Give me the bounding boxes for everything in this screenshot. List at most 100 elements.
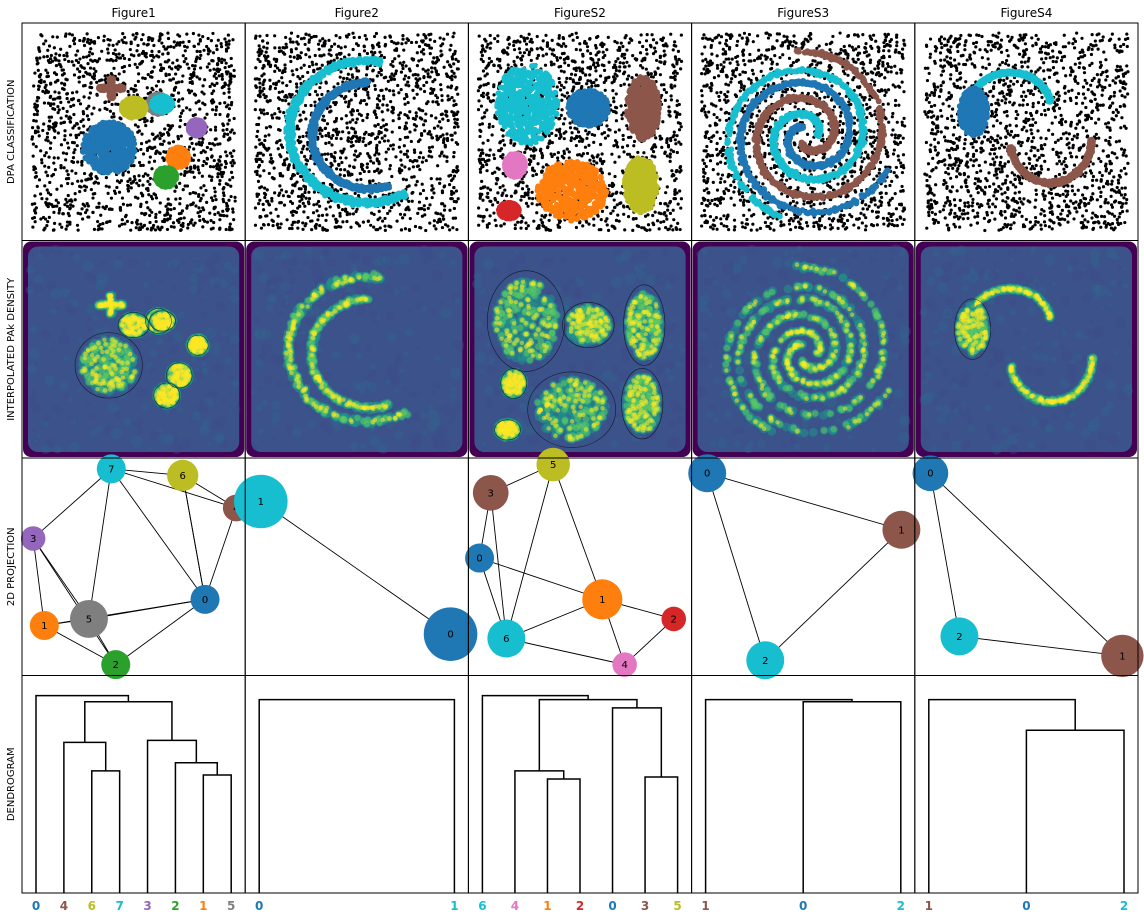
noise-point: [226, 33, 231, 37]
noise-point: [78, 190, 82, 194]
noise-point: [158, 136, 162, 141]
noise-point: [218, 227, 222, 231]
noise-point: [43, 91, 47, 95]
noise-point: [192, 147, 196, 151]
noise-point: [129, 163, 134, 168]
noise-point: [167, 141, 171, 145]
noise-point: [95, 60, 99, 64]
noise-point: [85, 32, 89, 36]
noise-point: [202, 92, 206, 96]
noise-point: [185, 184, 190, 188]
noise-point: [150, 210, 154, 214]
cluster-point: [104, 165, 111, 172]
noise-point: [72, 103, 76, 107]
noise-point: [209, 196, 214, 200]
noise-point: [193, 221, 197, 225]
noise-point: [56, 78, 60, 82]
noise-point: [174, 43, 178, 47]
noise-point: [175, 218, 180, 222]
noise-point: [176, 137, 181, 141]
noise-point: [188, 137, 192, 141]
noise-point: [197, 192, 201, 197]
noise-point: [87, 54, 91, 58]
noise-point: [171, 140, 176, 144]
noise-point: [86, 37, 90, 42]
noise-point: [216, 38, 220, 42]
noise-point: [31, 142, 36, 146]
noise-point: [196, 211, 200, 215]
noise-point: [208, 141, 212, 146]
noise-point: [80, 207, 84, 211]
noise-point: [192, 67, 197, 71]
noise-point: [218, 68, 222, 72]
noise-point: [218, 155, 222, 159]
noise-point: [222, 58, 227, 62]
noise-point: [165, 227, 170, 232]
noise-point: [202, 184, 206, 188]
noise-point: [106, 191, 110, 196]
noise-point: [188, 192, 192, 196]
noise-point: [51, 122, 56, 126]
noise-point: [82, 124, 86, 128]
noise-point: [60, 225, 64, 229]
noise-point: [153, 193, 158, 197]
noise-point: [192, 92, 197, 96]
noise-point: [189, 170, 193, 174]
noise-point: [152, 55, 156, 59]
noise-point: [121, 32, 125, 36]
noise-point: [223, 132, 227, 136]
cluster-point: [109, 79, 116, 86]
noise-point: [64, 177, 69, 181]
noise-point: [50, 174, 54, 178]
noise-point: [174, 85, 178, 89]
noise-point: [122, 70, 126, 74]
noise-point: [85, 106, 89, 111]
noise-point: [123, 35, 127, 40]
noise-point: [133, 195, 138, 199]
noise-point: [164, 72, 168, 76]
cluster-point: [90, 161, 97, 168]
noise-point: [92, 227, 97, 231]
noise-point: [150, 167, 154, 171]
noise-point: [120, 222, 124, 226]
cluster-point: [88, 144, 95, 151]
noise-point: [214, 105, 219, 109]
noise-point: [145, 119, 149, 123]
noise-point: [209, 39, 214, 43]
noise-point: [147, 36, 151, 40]
noise-point: [223, 165, 228, 169]
noise-point: [189, 203, 193, 207]
noise-point: [162, 139, 166, 143]
noise-point: [48, 180, 52, 185]
noise-point: [229, 64, 233, 68]
noise-point: [181, 221, 185, 226]
noise-point: [217, 59, 221, 63]
noise-point: [59, 143, 64, 147]
cluster-point: [120, 124, 127, 131]
cluster-point: [108, 90, 115, 97]
noise-point: [203, 78, 207, 82]
noise-point: [42, 101, 47, 105]
noise-point: [76, 211, 80, 215]
noise-point: [81, 55, 86, 59]
noise-point: [224, 43, 228, 47]
noise-point: [115, 185, 119, 190]
noise-point: [215, 81, 219, 85]
noise-point: [47, 155, 51, 159]
noise-point: [205, 44, 209, 49]
noise-point: [145, 200, 149, 204]
noise-point: [97, 201, 101, 205]
noise-point: [220, 174, 224, 179]
noise-point: [53, 129, 57, 133]
noise-point: [126, 189, 131, 193]
noise-point: [38, 56, 42, 60]
noise-point: [187, 66, 191, 70]
noise-point: [166, 197, 170, 201]
noise-point: [221, 122, 225, 126]
noise-point: [77, 126, 81, 130]
cluster-point: [136, 96, 143, 103]
noise-point: [218, 101, 222, 105]
noise-point: [181, 74, 185, 78]
noise-point: [59, 116, 63, 120]
